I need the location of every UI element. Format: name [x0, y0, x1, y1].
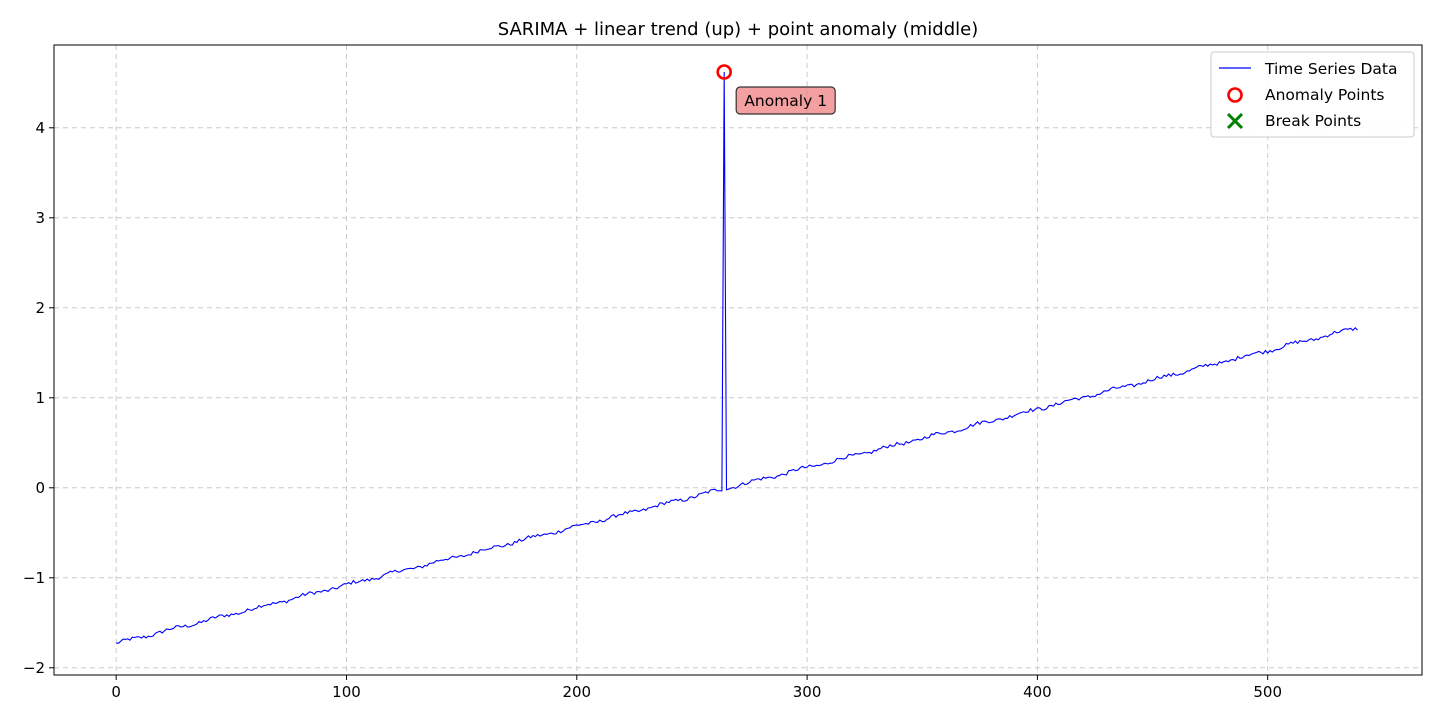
- legend-label: Break Points: [1265, 112, 1361, 130]
- y-tick-label: 4: [35, 119, 45, 137]
- series-layer: [116, 71, 1358, 644]
- x-tick-label: 500: [1253, 683, 1282, 701]
- legend: Time Series Data Anomaly Points Break Poin…: [1210, 51, 1415, 138]
- anomaly-annotation-box: [735, 86, 836, 115]
- y-tick-label: 1: [35, 389, 45, 407]
- x-tick-label: 300: [793, 683, 822, 701]
- y-tick-label: −2: [23, 659, 45, 677]
- y-tick-label: 2: [35, 299, 45, 317]
- y-tick-label: −1: [23, 569, 45, 587]
- anomaly-layer: Anomaly 1: [716, 64, 836, 115]
- legend-label: Anomaly Points: [1265, 86, 1384, 104]
- series-line: [116, 71, 1358, 644]
- x-tick-label: 200: [562, 683, 591, 701]
- y-tick-label: 0: [35, 479, 45, 497]
- x-tick-label: 400: [1023, 683, 1052, 701]
- plot-frame: [53, 44, 1423, 676]
- anomaly-point-marker: [716, 64, 732, 80]
- legend-box: [1210, 51, 1415, 138]
- axis-ticks: 0 100 200 300 400 500 −2 −1 0 1 2 3 4: [23, 119, 1282, 701]
- legend-x-swatch: [1226, 112, 1244, 130]
- legend-label: Time Series Data: [1264, 60, 1397, 78]
- chart-title: SARIMA + linear trend (up) + point anoma…: [498, 19, 979, 40]
- anomaly-annotation-label: Anomaly 1: [744, 92, 827, 110]
- x-tick-label: 0: [111, 683, 121, 701]
- grid: [54, 45, 1422, 675]
- legend-circle-swatch: [1227, 87, 1243, 103]
- x-tick-label: 100: [332, 683, 361, 701]
- y-tick-label: 3: [35, 209, 45, 227]
